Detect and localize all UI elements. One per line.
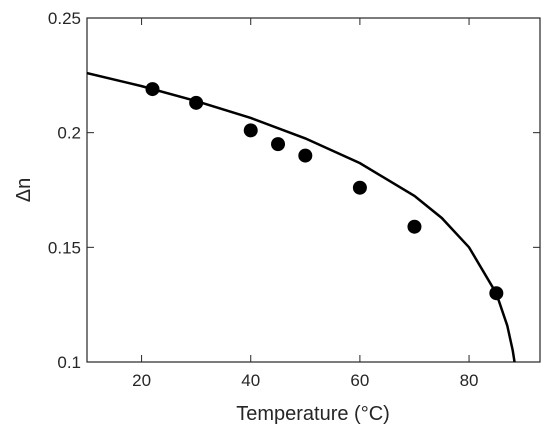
y-tick-label: 0.1 [57, 353, 81, 372]
x-tick-label: 80 [460, 371, 479, 390]
x-tick-label: 20 [132, 371, 151, 390]
x-tick-label: 60 [350, 371, 369, 390]
y-axis-label: Δn [13, 178, 35, 202]
data-point [407, 219, 422, 234]
plot-frame [86, 17, 541, 363]
data-point [271, 137, 286, 152]
plot-area [87, 71, 516, 362]
data-point [352, 180, 367, 195]
y-tick-label: 0.15 [48, 238, 81, 257]
y-tick-label: 0.2 [57, 124, 81, 143]
data-point [243, 123, 258, 138]
x-axis-label: Temperature (°C) [236, 403, 390, 425]
data-point [298, 148, 313, 163]
y-tick-label: 0.25 [48, 9, 81, 28]
x-tick-label: 40 [241, 371, 260, 390]
fit-line [87, 71, 516, 362]
